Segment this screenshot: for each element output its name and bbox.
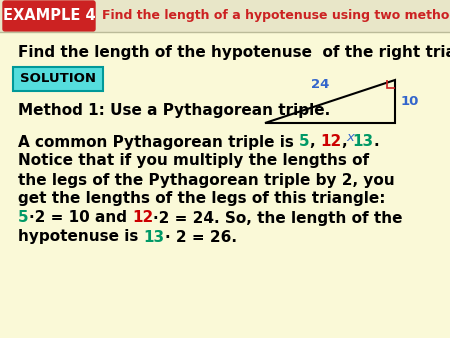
Text: 13: 13: [144, 230, 165, 244]
Text: ,: ,: [342, 135, 353, 149]
Text: .: .: [374, 135, 379, 149]
Text: ,: ,: [310, 135, 320, 149]
Text: 24: 24: [311, 78, 329, 92]
Text: 10: 10: [401, 95, 419, 108]
Text: hypotenuse is: hypotenuse is: [18, 230, 144, 244]
Text: · 2 = 26.: · 2 = 26.: [165, 230, 237, 244]
Bar: [0, 0, 450, 32]
Text: the legs of the Pythagorean triple by 2, you: the legs of the Pythagorean triple by 2,…: [18, 172, 395, 188]
Text: 13: 13: [353, 135, 374, 149]
Text: EXAMPLE 4: EXAMPLE 4: [3, 8, 95, 24]
Text: SOLUTION: SOLUTION: [20, 72, 96, 86]
Text: ·2 = 24. So, the length of the: ·2 = 24. So, the length of the: [153, 211, 403, 225]
Text: Notice that if you multiply the lengths of: Notice that if you multiply the lengths …: [18, 153, 369, 169]
Text: Find the length of a hypotenuse using two methods: Find the length of a hypotenuse using tw…: [102, 9, 450, 23]
Text: A common Pythagorean triple is: A common Pythagorean triple is: [18, 135, 299, 149]
Text: get the lengths of the legs of this triangle:: get the lengths of the legs of this tria…: [18, 192, 386, 207]
Text: x: x: [346, 131, 354, 144]
Text: 5: 5: [299, 135, 310, 149]
Text: Find the length of the hypotenuse  of the right triangle.: Find the length of the hypotenuse of the…: [18, 46, 450, 61]
Text: 12: 12: [320, 135, 342, 149]
FancyBboxPatch shape: [3, 1, 95, 31]
FancyBboxPatch shape: [13, 67, 103, 91]
Text: 5: 5: [18, 211, 29, 225]
Text: Method 1: Use a Pythagorean triple.: Method 1: Use a Pythagorean triple.: [18, 102, 330, 118]
Text: 12: 12: [132, 211, 153, 225]
Text: ·2 = 10 and: ·2 = 10 and: [29, 211, 132, 225]
